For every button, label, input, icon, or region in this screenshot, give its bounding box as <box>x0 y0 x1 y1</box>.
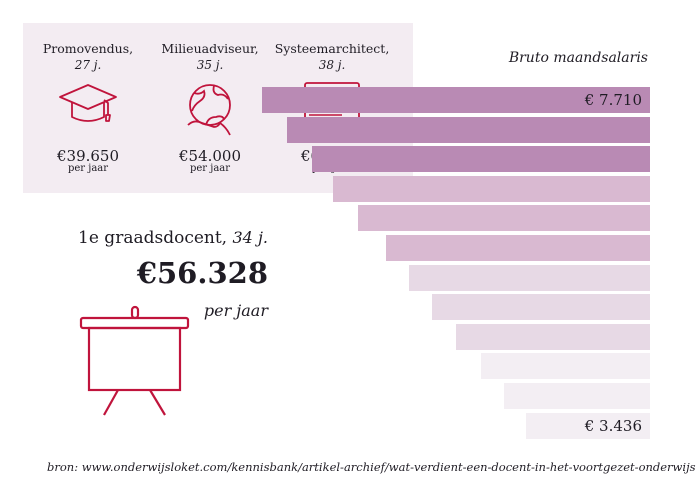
teacher-salary: €56.328 <box>136 256 268 290</box>
job-period: per jaar <box>67 163 109 174</box>
job-age: 38 j. <box>318 58 346 72</box>
job-title: Milieuadviseur, <box>161 41 259 56</box>
chart-title: Bruto maandsalaris <box>508 50 648 66</box>
salary-bar <box>385 235 650 261</box>
source-citation: bron: www.onderwijsloket.com/kennisbank/… <box>47 460 696 474</box>
salary-bar <box>262 87 650 113</box>
salary-bar <box>481 353 650 380</box>
job-title: Promovendus, <box>42 41 134 56</box>
salary-bar <box>409 264 650 291</box>
salary-bar <box>311 146 650 173</box>
teacher-period: per jaar <box>203 301 268 320</box>
salary-bar <box>332 175 650 202</box>
salary-bar <box>431 294 650 321</box>
job-salary: €39.650 <box>56 147 120 165</box>
job-age: 27 j. <box>74 58 102 72</box>
teacher-age: 34 j. <box>232 228 269 247</box>
job-age: 35 j. <box>196 58 224 72</box>
teacher-role: 1e graadsdocent, <box>78 228 228 248</box>
salary-bar <box>286 116 650 143</box>
job-title: Systeemarchitect, <box>274 41 390 56</box>
teacher-title: 1e graadsdocent, 34 j. <box>78 228 268 248</box>
salary-bar <box>526 412 650 439</box>
globe-in-hand-icon <box>187 84 231 136</box>
salary-bar <box>456 323 650 350</box>
graduation-cap-icon <box>59 84 117 122</box>
salary-bar <box>357 205 650 232</box>
job-salary: €54.000 <box>178 147 242 165</box>
salary-bar <box>504 383 650 409</box>
job-period: per jaar <box>189 163 231 174</box>
presentation-easel-icon <box>79 305 190 416</box>
bar-value-label: € 3.436 <box>584 416 642 435</box>
bar-value-label: € 7.710 <box>584 91 642 109</box>
